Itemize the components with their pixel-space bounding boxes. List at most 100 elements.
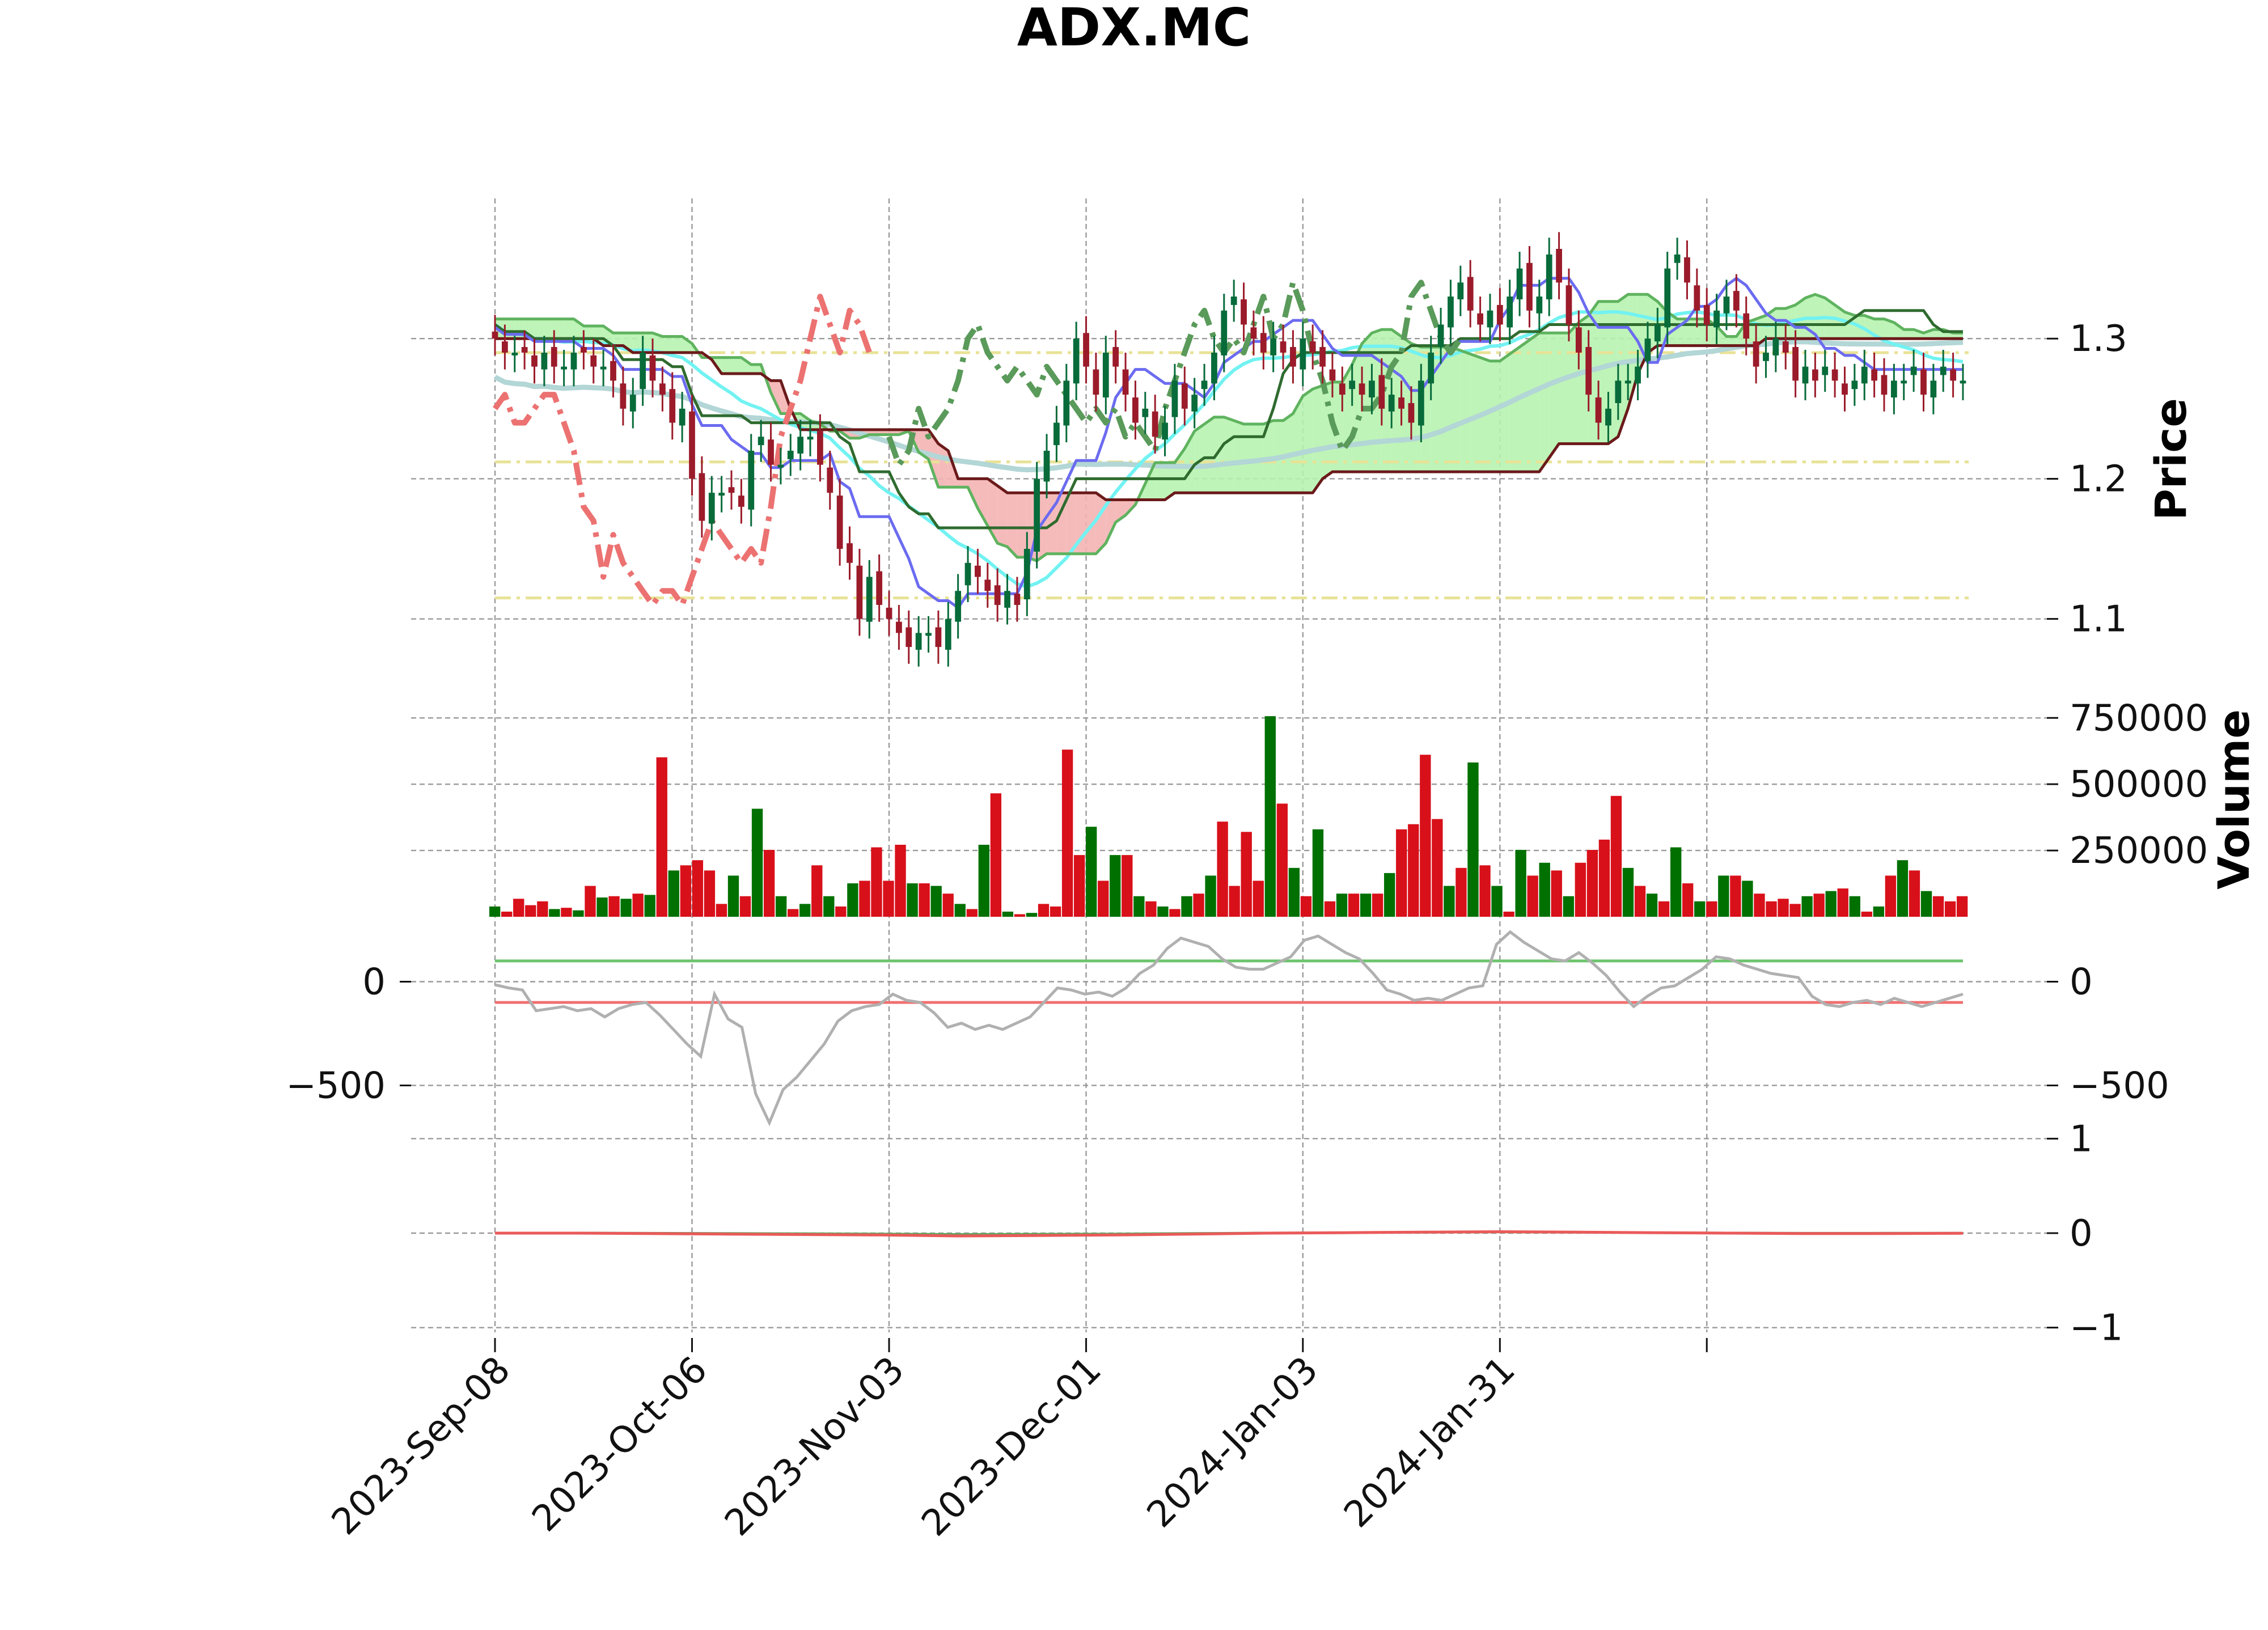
volume-tick-label: 750000 [2070,697,2208,739]
candle-body [836,496,843,549]
price-tick-label: 1.1 [2070,599,2127,641]
candle-body [620,383,627,409]
candle-body [699,473,705,521]
cloud-segment [1933,329,1944,339]
candle-body [1034,479,1040,552]
volume-bar [1682,883,1694,917]
volume-bar [1384,873,1395,917]
volume-bar [1133,896,1145,917]
volume-bar [680,865,692,917]
volume-bar [1932,896,1944,917]
volume-bar [1086,827,1097,917]
cloud-segment [1539,333,1550,472]
candle-body [1792,347,1799,381]
volume-bar [1730,875,1741,917]
candle-body [590,355,597,367]
volume-bar [727,875,739,917]
candlesticks [492,232,1966,667]
volume-bar [501,911,513,917]
volume-bar [1014,914,1026,917]
cloud-segment [1145,463,1156,500]
candle-body [955,591,962,622]
volume-bar [1336,894,1348,917]
cloud-segment [1293,396,1303,493]
volume-bar [1849,896,1860,917]
cloud-segment [1460,350,1471,472]
volume-bar [1300,896,1312,917]
candle-body [1270,338,1277,355]
candle-body [1940,366,1947,375]
candle-body [1309,341,1316,353]
volume-bar [668,870,679,917]
candle-body [1753,341,1759,367]
volume-bar [1622,867,1634,917]
candle-body [1073,338,1080,384]
cloud-segment [1066,493,1077,554]
candle-body [994,585,1001,605]
candle-body [1960,380,1966,384]
volume-bar [739,896,751,917]
candle-body [580,347,587,353]
volume-bar [513,899,524,917]
candle-body [1812,369,1818,381]
candle-body [1063,380,1070,426]
volume-bar [978,844,990,917]
candle-body [659,383,666,395]
volume-bar [1420,755,1431,917]
volume-bar [1706,901,1717,917]
candle-body [1162,422,1168,440]
candle-body [551,347,557,367]
volume-bar [585,886,596,917]
cloud-segment [662,336,672,353]
volume-bar [489,906,501,917]
volume-bar [799,904,811,917]
candle-body [1674,254,1681,263]
candle-body [1654,324,1661,342]
candle-body [1417,380,1424,426]
volume-bar [895,844,906,917]
volume-bar [1157,906,1169,917]
volume-bar [1586,850,1598,917]
candle-body [1684,257,1690,283]
volume-bar [1766,901,1777,917]
cloud-segment [1263,420,1273,493]
cloud-segment [1194,424,1205,493]
candle-body [905,627,912,647]
candle-body [600,366,607,370]
cloud-segment [534,319,544,339]
cloud-segment [1884,319,1894,339]
cloud-segment [544,319,555,339]
volume-bar [811,865,823,917]
candle-body [1329,369,1336,381]
cloud-segment [1441,347,1451,472]
cloud-segment [593,325,604,346]
cloud-segment [1470,354,1480,472]
candle-body [1398,397,1404,409]
candle-body [1102,352,1109,398]
candle-body [1083,333,1089,367]
chart-title: ADX.MC [1017,0,1251,58]
chikou-down-line [492,294,873,608]
candle-body [866,577,873,622]
cloud-segment [642,333,653,353]
volume-bar [859,880,870,917]
candle-body [1152,411,1158,437]
volume-bar [692,860,704,917]
cloud-segment [1874,319,1884,339]
cloud-segment [978,479,988,526]
candle-body [1842,383,1848,395]
candle-body [1349,380,1356,389]
price-axis-label: Price [2146,398,2196,520]
candle-body [1023,549,1030,600]
candle-body [1575,327,1582,353]
candle-body [1664,268,1671,328]
macd-tick-label: 0 [2070,1213,2093,1255]
cloud-segment [1529,333,1539,472]
x-tick-label: 2023-Oct-06 [524,1349,716,1540]
volume-bar [596,897,608,917]
candle-body [1861,366,1868,384]
candle-body [1507,297,1513,328]
cloud-segment [938,443,949,488]
candle-body [1043,451,1050,482]
candle-body [935,627,942,647]
